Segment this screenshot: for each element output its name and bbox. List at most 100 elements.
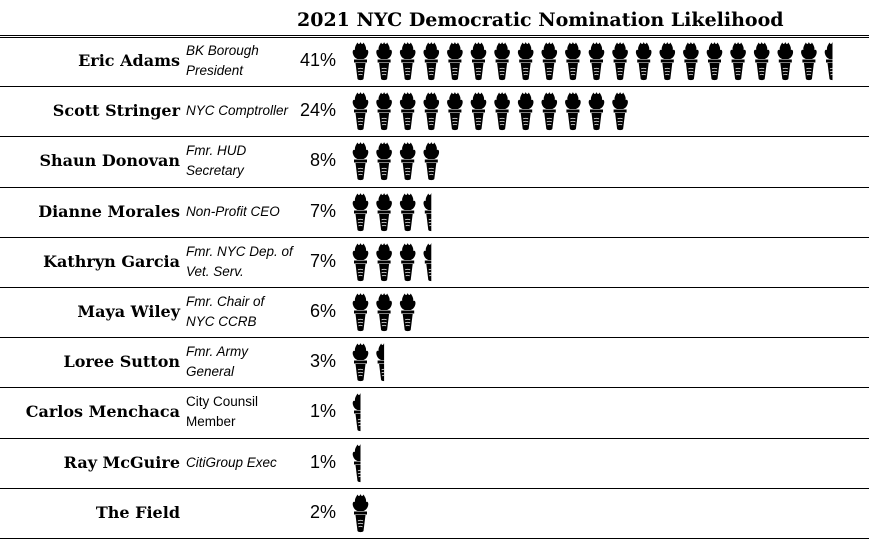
torch-icon	[517, 42, 534, 81]
candidate-row: Dianne Morales Non-Profit CEO 7%	[0, 187, 869, 237]
torch-icon	[352, 393, 361, 432]
candidate-row: Eric Adams BK Borough President 41%	[0, 36, 869, 86]
likelihood-label: 24%	[299, 100, 336, 121]
header-rule	[0, 35, 869, 38]
torch-icon	[447, 92, 463, 131]
torch-icon	[565, 92, 581, 131]
torch-icon	[706, 42, 723, 81]
torch-icon	[399, 242, 416, 281]
candidate-name: Scott Stringer	[52, 101, 180, 121]
torch-icon	[399, 42, 416, 81]
torch-icon	[541, 42, 558, 81]
torch-icon	[352, 92, 369, 131]
chart-title: 2021 NYC Democratic Nomination Likelihoo…	[297, 9, 784, 31]
candidate-role: Fmr. NYC Dep. of Vet. Serv.	[186, 243, 293, 279]
row-divider	[0, 538, 869, 539]
torch-bar	[352, 343, 385, 382]
row-divider	[0, 287, 869, 288]
candidate-row: Shaun Donovan Fmr. HUD Secretary 8%	[0, 136, 869, 186]
row-divider	[0, 186, 869, 188]
candidate-name: Eric Adams	[78, 51, 180, 70]
torch-icon	[399, 293, 416, 332]
likelihood-label: 1%	[309, 451, 336, 472]
torch-icon	[376, 92, 392, 131]
candidate-role: NYC Comptroller	[186, 103, 289, 119]
torch-bar	[352, 142, 440, 181]
likelihood-label: 6%	[309, 301, 336, 321]
candidate-name: Carlos Menchaca	[25, 402, 180, 422]
row-divider	[0, 387, 869, 389]
row-divider	[0, 437, 869, 439]
torch-icon	[376, 142, 392, 181]
torch-icon	[352, 142, 369, 181]
torch-bar	[352, 92, 628, 131]
torch-icon	[659, 42, 676, 81]
torch-icon	[517, 92, 534, 131]
candidate-row: Carlos Menchaca City Counsil Member 1%	[0, 387, 869, 437]
torch-icon	[376, 42, 392, 81]
likelihood-label: 7%	[309, 200, 336, 221]
torch-icon	[376, 242, 392, 281]
torch-icon	[352, 42, 369, 81]
torch-icon	[612, 92, 628, 131]
torch-icon	[423, 192, 432, 231]
torch-icon	[423, 42, 440, 81]
likelihood-label: 3%	[309, 351, 336, 372]
row-divider	[0, 136, 869, 138]
torch-icon	[683, 42, 699, 81]
torch-bar	[352, 242, 432, 281]
torch-icon	[801, 42, 817, 81]
torch-icon	[423, 242, 432, 281]
torch-icon	[447, 42, 463, 81]
candidate-role: Fmr. Army General	[186, 344, 248, 380]
torch-icon	[612, 42, 628, 81]
torch-bar	[352, 493, 369, 532]
candidate-name: Dianne Morales	[38, 201, 180, 221]
likelihood-label: 2%	[309, 501, 336, 522]
torch-bar	[352, 393, 361, 432]
torch-icon	[753, 42, 770, 81]
candidate-name: The Field	[95, 502, 180, 522]
torch-icon	[352, 192, 369, 231]
torch-icon	[399, 142, 416, 181]
torch-icon	[541, 92, 558, 131]
candidate-role: Fmr. Chair of NYC CCRB	[186, 294, 265, 330]
torch-icon	[730, 42, 746, 81]
candidate-name: Maya Wiley	[77, 302, 180, 321]
torch-icon	[376, 192, 392, 231]
torch-icon	[352, 242, 369, 281]
torch-icon	[777, 42, 794, 81]
torch-bar	[352, 42, 833, 81]
torch-icon	[399, 192, 416, 231]
candidate-role: BK Borough President	[186, 43, 259, 79]
torch-icon	[494, 42, 510, 81]
likelihood-label: 1%	[309, 401, 336, 422]
candidate-row: Ray McGuire CitiGroup Exec 1%	[0, 438, 869, 488]
torch-icon	[376, 293, 392, 332]
row-divider	[0, 337, 869, 339]
torch-icon	[352, 343, 369, 382]
torch-bar	[352, 443, 361, 482]
torch-icon	[399, 92, 416, 131]
row-divider	[0, 487, 869, 489]
torch-icon	[376, 343, 385, 382]
likelihood-label: 41%	[299, 50, 336, 70]
torch-icon	[588, 92, 605, 131]
row-divider	[0, 86, 869, 88]
candidate-role: City Counsil Member	[186, 394, 259, 430]
torch-bar	[352, 192, 432, 231]
likelihood-label: 8%	[309, 150, 336, 171]
torch-bar	[352, 293, 416, 332]
candidate-role: CitiGroup Exec	[186, 454, 277, 470]
candidate-row: Scott Stringer NYC Comptroller 24%	[0, 86, 869, 136]
row-divider	[0, 236, 869, 238]
candidate-row: Kathryn Garcia Fmr. NYC Dep. of Vet. Serv…	[0, 237, 869, 287]
torch-icon	[565, 42, 581, 81]
torch-icon	[588, 42, 605, 81]
candidate-name: Ray McGuire	[63, 452, 180, 472]
candidate-row: Maya Wiley Fmr. Chair of NYC CCRB 6%	[0, 287, 869, 337]
candidate-role: Fmr. HUD Secretary	[186, 143, 247, 179]
candidate-row: The Field 2%	[0, 488, 869, 538]
torch-icon	[470, 92, 487, 131]
